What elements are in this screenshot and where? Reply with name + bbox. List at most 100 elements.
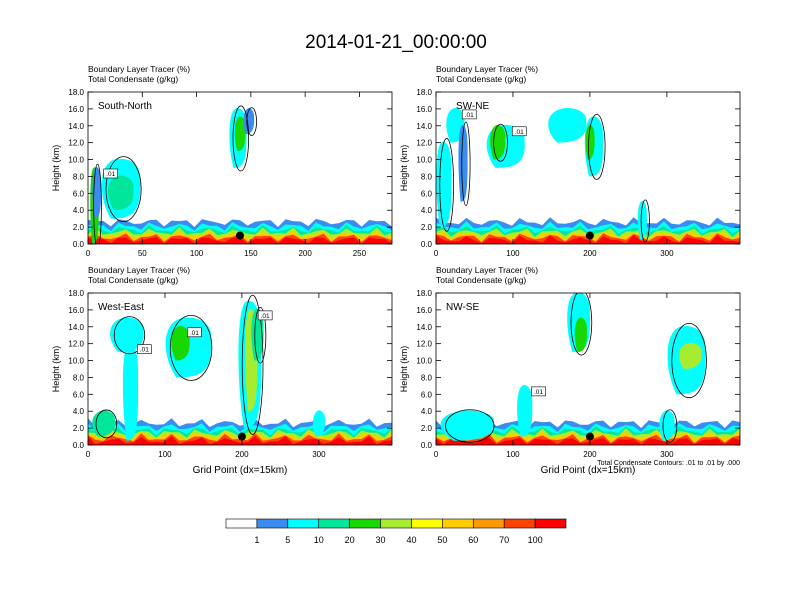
x-tick-label: 50 (138, 249, 147, 258)
contour-label-box (187, 327, 202, 338)
condensate-contour-5 (241, 294, 264, 435)
tracer-plume-2 (517, 385, 533, 437)
condensate-contour-1 (439, 138, 455, 232)
condensate-contour-1 (113, 316, 146, 355)
x-tick-label: 150 (244, 249, 258, 258)
y-tick-label: 0.0 (73, 240, 85, 249)
colorbar-label: 60 (468, 535, 478, 545)
condensate-contour-3 (461, 121, 471, 206)
panel-4: 0.0 2.0 4.0 6.0 8.0 10.0 12.0 14.0 16.0 18.0 0 100 2… (399, 265, 741, 476)
tracer-plume-9 (637, 200, 647, 240)
contour-label-box (137, 344, 152, 354)
tracer-plume-6 (548, 108, 587, 143)
condensate-contour-7 (246, 107, 257, 136)
colorbar: 1 5 10 20 30 40 50 60 70 100 (225, 518, 567, 545)
y-tick-label: 10.0 (68, 156, 84, 165)
colorbar-swatch (534, 518, 567, 529)
panel-title-line-2: Total Condensate (g/kg) (436, 275, 526, 285)
x-axis-label: Grid Point (dx=15km) (193, 465, 288, 476)
y-tick-label: 2.0 (421, 223, 433, 232)
panel-title-line-1: Boundary Layer Tracer (%) (436, 265, 538, 275)
x-tick-label: 300 (660, 450, 674, 459)
tracer-plume-3 (458, 124, 468, 202)
y-tick-label: 0.0 (73, 441, 85, 450)
tracer-plume-1 (440, 410, 495, 441)
y-tick-label: 12.0 (68, 340, 84, 349)
y-tick-label: 6.0 (421, 390, 433, 399)
condensate-contour-3 (169, 314, 213, 381)
site-marker (585, 231, 594, 240)
y-tick-label: 14.0 (416, 122, 432, 131)
y-tick-label: 18.0 (68, 289, 84, 298)
panel-label: NW-SE (446, 302, 479, 313)
condensate-contour-5 (671, 322, 707, 399)
y-tick-label: 6.0 (421, 189, 433, 198)
contour-label: .01 (261, 313, 270, 320)
x-tick-label: 0 (86, 249, 91, 258)
contour-label-box (257, 310, 273, 321)
tracer-field (88, 294, 392, 445)
x-tick-label: 300 (312, 450, 326, 459)
x-tick-label: 200 (583, 249, 597, 258)
tracer-plume-2 (122, 342, 139, 441)
x-tick-label: 200 (298, 249, 312, 258)
y-axis-label: Height (km) (399, 346, 409, 393)
condensate-contour-5 (232, 105, 250, 172)
contour-label: .01 (465, 112, 474, 119)
colorbar-swatch (225, 518, 258, 529)
colorbar-swatch (411, 518, 443, 529)
condensate-contour-7 (254, 306, 267, 364)
panel-title-line-2: Total Condensate (g/kg) (88, 74, 178, 84)
contour-label: .01 (515, 129, 524, 136)
colorbar-label: 100 (528, 535, 543, 545)
y-tick-label: 12.0 (416, 340, 432, 349)
colorbar-label: 40 (406, 535, 416, 545)
condensate-contour-3 (570, 293, 593, 356)
plot-frame (435, 292, 741, 446)
plot-frame (87, 292, 393, 446)
y-tick-label: 6.0 (73, 189, 85, 198)
y-tick-label: 10.0 (416, 357, 432, 366)
y-tick-label: 8.0 (73, 373, 85, 382)
y-tick-label: 16.0 (416, 105, 432, 114)
condensate-contour-7 (588, 113, 606, 180)
panel-label: South-North (98, 101, 152, 112)
panel-title-line-2: Total Condensate (g/kg) (436, 74, 526, 84)
contour-label: .01 (534, 389, 543, 396)
panel-title-line-1: Boundary Layer Tracer (%) (88, 64, 190, 74)
colorbar-swatch (256, 518, 289, 529)
tracer-plume-4 (574, 317, 587, 353)
x-tick-label: 200 (235, 450, 249, 459)
y-tick-label: 10.0 (416, 156, 432, 165)
y-tick-label: 12.0 (416, 139, 432, 148)
plot-frame (87, 91, 393, 245)
condensate-contour-1 (445, 409, 495, 443)
condensate-contour-9 (95, 409, 118, 439)
colorbar-swatch (287, 518, 320, 529)
site-marker (237, 432, 246, 441)
surface-layer-7 (436, 437, 740, 445)
x-tick-label: 100 (506, 450, 520, 459)
panel-2: 0.0 2.0 4.0 6.0 8.0 10.0 12.0 14.0 16.0 18.0 0 100 2… (399, 64, 741, 258)
y-tick-label: 12.0 (68, 139, 84, 148)
y-tick-label: 8.0 (73, 172, 85, 181)
x-tick-label: 300 (660, 249, 674, 258)
contour-label: .01 (190, 330, 199, 337)
contour-label-box (511, 126, 527, 137)
tracer-plume-6 (234, 116, 246, 152)
y-tick-label: 16.0 (416, 306, 432, 315)
y-tick-label: 16.0 (68, 306, 84, 315)
y-tick-label: 4.0 (73, 206, 85, 215)
panel-title-line-2: Total Condensate (g/kg) (88, 275, 178, 285)
condensate-contour-3 (105, 156, 142, 223)
surface-layer-7 (88, 237, 392, 244)
plot-frame (435, 91, 741, 245)
x-tick-label: 0 (434, 249, 439, 258)
colorbar-label: 30 (376, 535, 386, 545)
y-tick-label: 18.0 (416, 88, 432, 97)
surface-layer-7 (436, 235, 740, 244)
y-tick-label: 8.0 (421, 373, 433, 382)
y-tick-label: 18.0 (68, 88, 84, 97)
contour-label: .01 (140, 347, 149, 354)
y-tick-label: 16.0 (68, 105, 84, 114)
